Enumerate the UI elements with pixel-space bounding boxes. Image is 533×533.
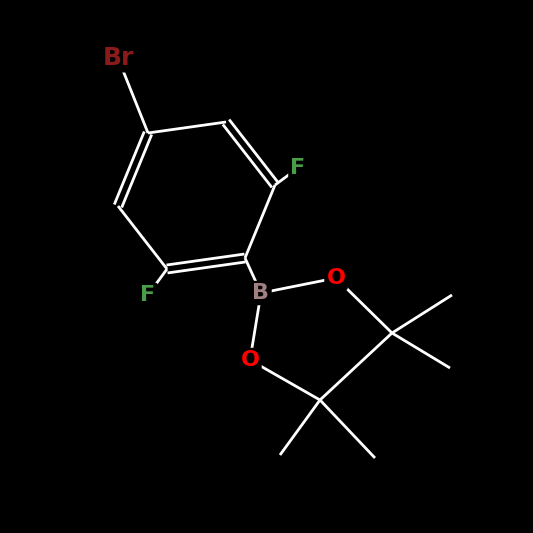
- Text: Br: Br: [102, 46, 134, 70]
- Text: F: F: [140, 285, 156, 305]
- Text: O: O: [327, 268, 345, 288]
- Text: F: F: [290, 158, 305, 178]
- Text: B: B: [253, 283, 270, 303]
- Text: O: O: [240, 350, 260, 370]
